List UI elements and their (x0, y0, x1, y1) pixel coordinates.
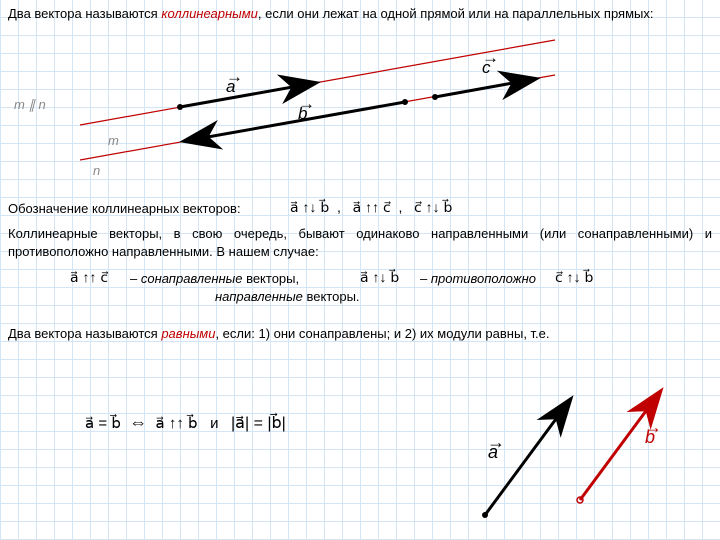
vec-label-a: →a (226, 76, 235, 99)
ex2-text: – противоположно (420, 270, 536, 288)
ex2d: – (420, 271, 431, 286)
diagram-collinear (0, 0, 720, 200)
vec-label-b2: →b (645, 425, 655, 449)
vec-c (435, 79, 535, 97)
vec-b (185, 102, 405, 141)
ex1-text: – сонаправленные векторы, (130, 270, 299, 288)
eqe: = (94, 415, 111, 432)
term-equal: равными (161, 326, 215, 341)
d2a: Два вектора называются (8, 326, 161, 341)
eqiff: ⇔ (129, 412, 147, 432)
ex2-sym2: c⃗ ↑↓ b⃗ (555, 268, 593, 287)
ex1a: векторы, (246, 271, 299, 286)
eqmod: |a⃗| = |b⃗| (231, 415, 286, 432)
eqand: и (210, 415, 218, 432)
dot-a2 (482, 512, 488, 518)
n2: a⃗ ↑↑ c⃗ (353, 199, 391, 215)
vec-label-b: →b (298, 103, 307, 126)
ex1t: сонаправленные (141, 271, 246, 286)
ex2-sym: a⃗ ↑↓ b⃗ (360, 268, 399, 287)
notation-label: Обозначение коллинеарных векторов: (8, 200, 241, 218)
n1: a⃗ ↑↓ b⃗ (290, 199, 329, 215)
para-def-equal: Два вектора называются равными, если: 1)… (8, 325, 712, 343)
n3: c⃗ ↑↓ b⃗ (414, 199, 452, 215)
ex2-line2: направленные векторы. (215, 288, 360, 306)
eqb: b⃗ (111, 415, 121, 432)
d2b: , если: 1) они сонаправлены; и 2) их мод… (215, 326, 549, 341)
eqa: a⃗ (85, 415, 94, 432)
para-types: Коллинеарные векторы, в свою очередь, бы… (8, 225, 712, 260)
label-n: n (93, 162, 100, 180)
ex2l2b: векторы. (306, 289, 359, 304)
vec-label-c: →c (482, 57, 491, 80)
vec-label-a2: →a (488, 440, 498, 464)
ex2l2: направленные (215, 289, 306, 304)
equation-equal: a⃗ = b⃗ ⇔ a⃗ ↑↑ b⃗ и |a⃗| = |b⃗| (85, 410, 286, 435)
c2: , (398, 199, 402, 215)
ex1d: – (130, 271, 141, 286)
vec-a (180, 83, 315, 107)
label-m: m (108, 132, 119, 150)
notation-expr: a⃗ ↑↓ b⃗ , a⃗ ↑↑ c⃗ , c⃗ ↑↓ b⃗ (290, 198, 452, 217)
dot-b2 (577, 497, 583, 503)
label-mn-parallel: m ∥ n (14, 96, 46, 114)
eqc1: a⃗ ↑↑ b⃗ (156, 415, 198, 432)
c1: , (337, 199, 341, 215)
ex1-sym: a⃗ ↑↑ c⃗ (70, 268, 108, 287)
ex2t: противоположно (431, 271, 536, 286)
